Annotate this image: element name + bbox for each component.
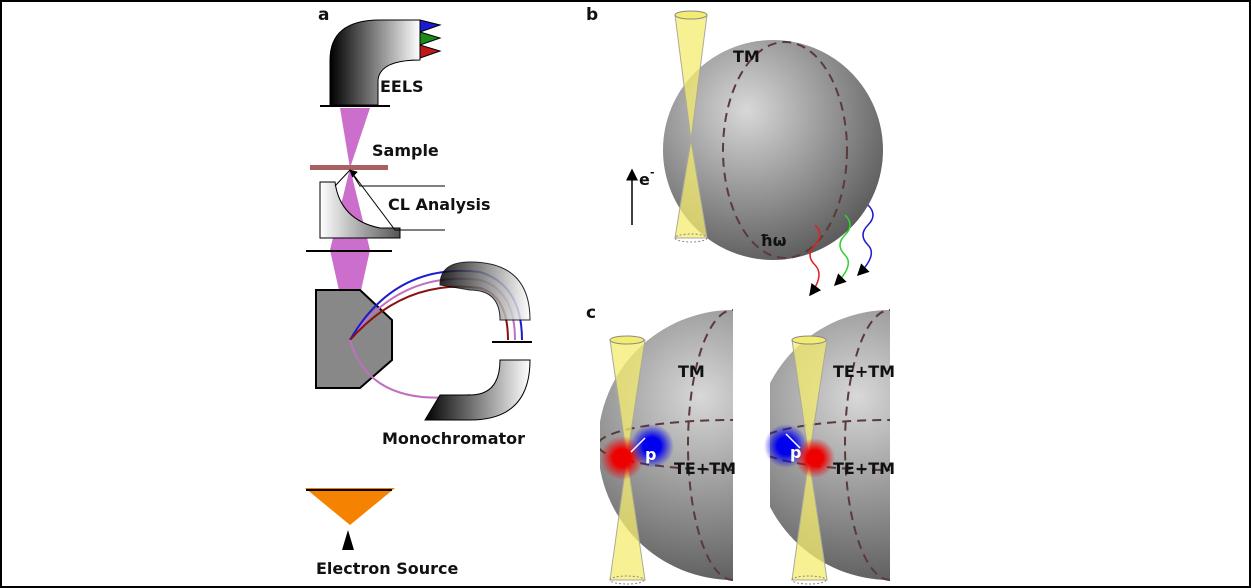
- sample: [310, 165, 388, 170]
- sample-label: Sample: [372, 141, 439, 160]
- panel-label: a: [318, 5, 329, 25]
- electron-sup: -: [650, 166, 655, 179]
- photon-label: ħω: [760, 231, 787, 250]
- mode-label: TE+TM: [674, 459, 736, 478]
- eels-label: EELS: [380, 77, 424, 96]
- source-label: Electron Source: [316, 559, 459, 578]
- panel-c: c p TM TE+TM p TE+TM TE+TM: [586, 303, 1025, 584]
- panel-label: b: [586, 5, 598, 25]
- panel-label: c: [586, 303, 596, 323]
- dipole-label: p: [790, 443, 801, 462]
- mode-label: TM: [678, 362, 705, 381]
- mode-label: TM: [733, 47, 760, 66]
- electron-label: e: [639, 170, 650, 189]
- figure: a EELS Sample CL Analysis Monochromator …: [0, 0, 1251, 588]
- mode-label: TE+TM: [833, 362, 895, 381]
- monochromator-label: Monochromator: [382, 429, 525, 448]
- dipole-label: p: [645, 445, 656, 464]
- monochromator-prism: [316, 290, 392, 388]
- panel-a: a EELS Sample CL Analysis Monochromator …: [305, 5, 532, 578]
- cl-label: CL Analysis: [388, 195, 491, 214]
- panel-b: b TM e - ħω: [586, 5, 883, 295]
- mode-label: TE+TM: [833, 459, 895, 478]
